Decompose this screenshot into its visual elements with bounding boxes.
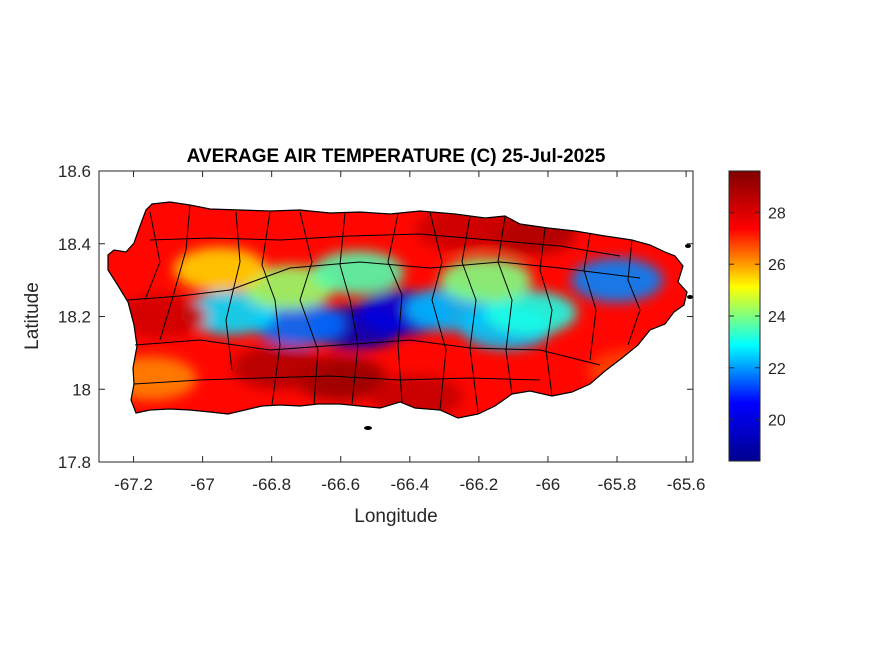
islet <box>687 295 693 299</box>
x-tick-label: -65.8 <box>598 475 637 494</box>
x-tick-label: -66 <box>536 475 561 494</box>
colorbar-tick-label: 26 <box>768 257 786 274</box>
municipality-boundary <box>144 211 161 301</box>
municipality-boundary <box>583 233 597 361</box>
municipality-boundary <box>497 216 513 395</box>
municipality-boundary <box>461 215 479 413</box>
temperature-feature <box>173 247 266 292</box>
island-outline <box>107 201 688 419</box>
municipality-boundary <box>627 239 641 346</box>
x-tick-label: -67.2 <box>114 475 153 494</box>
islet <box>364 426 372 430</box>
x-tick-label: -67 <box>190 475 215 494</box>
temperature-feature <box>571 258 664 303</box>
y-tick-label: 18.2 <box>58 308 91 327</box>
x-tick-label: -66.2 <box>460 475 499 494</box>
municipality-boundary <box>159 204 191 341</box>
y-tick-label: 18.6 <box>58 162 91 181</box>
municipality-boundary <box>429 211 447 411</box>
municipality-boundary <box>387 213 403 403</box>
x-axis: -67.2 -67 -66.8 -66.6 -66.4 -66.2 -66 -65.8 -65.… <box>114 171 705 494</box>
temperature-feature <box>115 294 208 339</box>
municipality-boundary <box>133 375 541 385</box>
temperature-feature <box>184 290 277 335</box>
temperature-feature <box>484 290 577 335</box>
municipality-boundary <box>339 212 359 405</box>
colorbar-tick-label: 20 <box>768 413 786 430</box>
municipality-boundary <box>134 339 601 366</box>
municipality-boundary <box>149 233 621 257</box>
y-axis-title: Latitude <box>22 282 43 350</box>
y-axis: 17.8 18 18.2 18.4 18.6 <box>58 162 693 472</box>
municipality-boundary <box>539 227 553 397</box>
colorbar-tick-label: 28 <box>768 205 786 222</box>
colorbar-tick-label: 24 <box>768 309 786 326</box>
municipality-boundary <box>127 261 641 301</box>
municipality-boundary <box>261 211 281 406</box>
islet <box>685 244 691 248</box>
colorbar-gradient <box>728 170 761 462</box>
municipality-boundary <box>225 211 241 371</box>
x-axis-title: Longitude <box>354 506 437 527</box>
municipality-boundaries <box>127 204 641 413</box>
municipality-boundary <box>299 211 319 405</box>
colorbar: 20 22 24 26 28 <box>728 170 786 462</box>
chart-title: AVERAGE AIR TEMPERATURE (C) 25-Jul-2025 <box>187 146 606 167</box>
x-tick-label: -66.4 <box>390 475 429 494</box>
islets <box>364 244 693 430</box>
y-tick-label: 18 <box>72 380 91 399</box>
x-tick-label: -65.6 <box>667 475 706 494</box>
temperature-feature <box>439 258 532 303</box>
y-tick-label: 18.4 <box>58 235 91 254</box>
colorbar-tick-label: 22 <box>768 361 786 378</box>
x-tick-label: -66.6 <box>321 475 360 494</box>
y-tick-label: 17.8 <box>58 453 91 472</box>
x-tick-label: -66.8 <box>252 475 291 494</box>
temperature-feature <box>312 250 405 295</box>
colorbar-ticks: 20 22 24 26 28 <box>729 205 786 430</box>
